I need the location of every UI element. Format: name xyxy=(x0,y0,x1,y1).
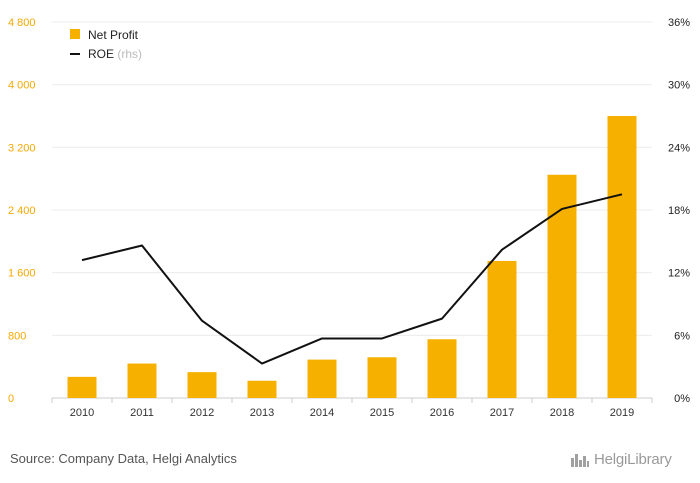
y-left-tick-label: 1 600 xyxy=(8,268,36,280)
bar-net-profit-2012 xyxy=(187,372,217,398)
y-left-tick-label: 4 800 xyxy=(8,17,36,29)
y-right-tick-label: 18% xyxy=(668,205,690,217)
combo-chart: 0 800 1 600 2 400 3 200 4 000 4 800 0% 6% 12% 18%… xyxy=(8,17,690,419)
x-tick-label: 2017 xyxy=(490,407,514,419)
y-axis-left: 0 800 1 600 2 400 3 200 4 000 4 800 xyxy=(8,17,36,405)
bar-net-profit-2016 xyxy=(427,339,457,398)
bar-net-profit-2011 xyxy=(127,363,157,398)
bar-net-profit-2018 xyxy=(547,174,577,398)
y-axis-right: 0% 6% 12% 18% 24% 30% 36% xyxy=(668,17,690,405)
y-right-tick-label: 6% xyxy=(674,330,690,342)
legend-label-net-profit: Net Profit xyxy=(88,28,139,42)
line-roe xyxy=(81,193,623,365)
x-tick-label: 2013 xyxy=(250,407,274,419)
city-skyline-icon xyxy=(571,454,589,467)
x-tick-label: 2019 xyxy=(610,407,634,419)
bar-net-profit-2014 xyxy=(307,359,337,398)
bar-net-profit-2010 xyxy=(67,376,97,398)
y-right-tick-label: 30% xyxy=(668,80,690,92)
y-right-tick-label: 36% xyxy=(668,17,690,29)
grid-lines xyxy=(51,21,653,403)
source-note: Source: Company Data, Helgi Analytics xyxy=(10,451,237,466)
y-left-tick-label: 2 400 xyxy=(8,205,36,217)
roe-line xyxy=(81,193,623,365)
helgi-library-logo: HelgiLibrary xyxy=(570,448,672,470)
bar-net-profit-2019 xyxy=(607,116,637,398)
bar-net-profit-2017 xyxy=(487,260,517,398)
y-right-tick-label: 12% xyxy=(668,268,690,280)
y-left-tick-label: 4 000 xyxy=(8,80,36,92)
x-tick-label: 2012 xyxy=(190,407,214,419)
bars-net-profit xyxy=(67,116,637,398)
x-axis: 2010 2011 2012 2013 2014 2015 2016 2017 2018 2019 xyxy=(70,407,634,419)
x-tick-label: 2016 xyxy=(430,407,454,419)
y-left-tick-label: 800 xyxy=(8,330,26,342)
x-tick-label: 2018 xyxy=(550,407,574,419)
x-tick-label: 2010 xyxy=(70,407,94,419)
legend-marker-net-profit xyxy=(70,29,80,39)
y-left-tick-label: 0 xyxy=(8,393,14,405)
x-tick-label: 2014 xyxy=(310,407,334,419)
x-tick-label: 2015 xyxy=(370,407,394,419)
bar-net-profit-2015 xyxy=(367,357,397,398)
y-right-tick-label: 24% xyxy=(668,142,690,154)
legend: Net Profit ROE (rhs) xyxy=(70,28,142,61)
bar-net-profit-2013 xyxy=(247,380,277,398)
x-tick-label: 2011 xyxy=(130,407,154,419)
legend-label-roe-suffix: (rhs) xyxy=(117,47,142,61)
logo-text: HelgiLibrary xyxy=(594,450,672,468)
y-right-tick-label: 0% xyxy=(674,393,690,405)
legend-label-roe: ROE (rhs) xyxy=(88,47,142,61)
y-left-tick-label: 3 200 xyxy=(8,142,36,154)
